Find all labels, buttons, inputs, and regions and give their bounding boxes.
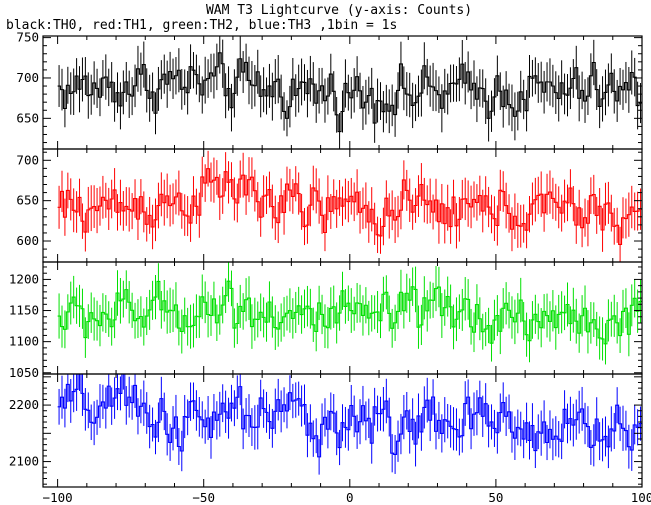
y-tick-label: 700 [16, 70, 39, 85]
y-tick-label: 750 [16, 30, 39, 45]
series-line-th0 [57, 52, 642, 133]
y-tick-label: 1100 [9, 334, 39, 349]
series-line-th1 [57, 168, 642, 246]
series-line-th3 [57, 374, 642, 458]
panel-th0: 650 700 750 [16, 30, 643, 150]
error-bars-th2 [58, 262, 642, 365]
panels-group: 650 700 750 600 650 700 1050 1100 1150 1200 2100 22… [9, 30, 643, 488]
series-line-th2 [57, 280, 642, 345]
x-tick-label: 50 [488, 490, 503, 505]
x-axis: −100 −50 0 50 100 [43, 490, 651, 505]
y-tick-label: 2200 [9, 397, 39, 412]
y-tick-label: 2100 [9, 454, 39, 469]
panel-th1: 600 650 700 [16, 148, 643, 263]
error-bars-th1 [58, 150, 642, 262]
y-tick-label: 700 [16, 152, 39, 167]
y-tick-label: 650 [16, 110, 39, 125]
y-tick-label: 600 [16, 233, 39, 248]
error-bars-th3 [58, 374, 642, 475]
x-tick-label: −50 [192, 490, 215, 505]
chart-subtitle: black:TH0, red:TH1, green:TH2, blue:TH3 … [6, 18, 397, 33]
x-tick-label: 0 [346, 490, 354, 505]
chart-title: WAM T3 Lightcurve (y-axis: Counts) [206, 3, 472, 18]
y-tick-label: 1200 [9, 271, 39, 286]
error-bars-th0 [58, 36, 642, 149]
panel-th2: 1050 1100 1150 1200 [9, 261, 643, 380]
y-tick-label: 650 [16, 193, 39, 208]
x-tick-label: −100 [43, 490, 73, 505]
panel-frame [42, 373, 643, 488]
y-tick-label: 1050 [9, 365, 39, 380]
y-tick-label: 1150 [9, 303, 39, 318]
x-tick-label: 100 [631, 490, 651, 505]
panel-th3: 2100 2200 [9, 373, 643, 488]
